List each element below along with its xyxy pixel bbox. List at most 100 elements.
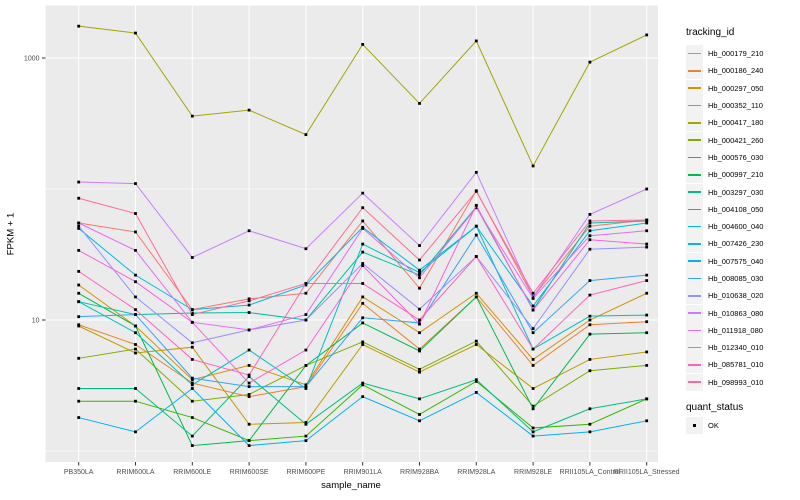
legend-item-label: Hb_003297_030 <box>708 187 764 197</box>
data-point <box>247 439 251 443</box>
data-point <box>531 297 535 300</box>
data-point <box>190 416 194 419</box>
legend-key-line <box>688 87 701 90</box>
data-point <box>77 224 81 228</box>
legend-key-line <box>688 295 701 297</box>
data-point <box>247 395 251 399</box>
data-point <box>588 358 592 361</box>
data-point <box>190 313 194 316</box>
data-point <box>531 331 535 335</box>
data-point <box>418 419 421 423</box>
data-point <box>190 358 194 361</box>
data-point <box>588 407 592 411</box>
x-tick-label: RRIM600SE <box>230 469 269 476</box>
ok-point-icon <box>692 423 697 428</box>
data-point <box>361 191 365 195</box>
series-Hb_007575_040 <box>77 387 649 447</box>
data-point <box>418 347 421 351</box>
data-point <box>247 364 251 367</box>
legend-item: Hb_000417_180 <box>686 114 799 132</box>
data-point <box>361 262 365 265</box>
data-point <box>77 196 81 200</box>
legend-key <box>686 79 703 97</box>
data-point <box>304 282 308 285</box>
data-point <box>418 271 421 275</box>
legend-item-label: Hb_007426_230 <box>708 239 764 249</box>
data-point <box>361 381 365 385</box>
x-tick-label: RRIM600LA <box>116 469 154 476</box>
data-point <box>190 345 194 349</box>
x-tick-label: RRIM928LE <box>514 469 552 476</box>
data-point <box>531 364 535 367</box>
data-point <box>77 324 81 328</box>
data-point <box>304 318 308 322</box>
data-point <box>645 33 649 37</box>
data-point <box>588 229 592 233</box>
data-point <box>304 364 308 367</box>
data-point <box>190 434 194 438</box>
x-tick-label: RRIM928BA <box>400 469 439 476</box>
data-point <box>190 399 194 403</box>
legend-item-label: Hb_010863_080 <box>708 308 764 318</box>
legend-item: Hb_004600_040 <box>686 218 799 236</box>
data-point <box>588 318 592 322</box>
legend-key-line <box>688 346 701 349</box>
data-point <box>304 283 308 287</box>
legend-key <box>686 304 703 322</box>
data-point <box>134 324 137 328</box>
data-point <box>304 421 308 424</box>
data-point <box>474 233 478 237</box>
data-point <box>588 323 592 327</box>
data-point <box>304 291 308 295</box>
data-point <box>361 343 365 346</box>
legend-item-label: Hb_000352_110 <box>708 101 763 111</box>
data-point <box>361 340 365 344</box>
legend-item-label: Hb_000186_240 <box>708 66 764 76</box>
legend-key <box>686 131 703 149</box>
legend-key <box>686 218 703 236</box>
data-point <box>77 221 81 225</box>
data-point <box>531 407 535 411</box>
data-point <box>588 60 592 64</box>
legend-key <box>686 200 703 218</box>
data-point <box>645 350 649 354</box>
legend-key <box>686 270 703 287</box>
data-point <box>190 383 194 387</box>
data-point <box>247 385 251 389</box>
data-point <box>474 39 478 43</box>
legend-key-line <box>688 156 701 159</box>
legend-item-label: Hb_000576_030 <box>708 152 764 162</box>
data-point <box>77 283 81 287</box>
data-point <box>247 311 251 314</box>
legend-key-line <box>688 277 701 280</box>
legend-item-label: Hb_000997_210 <box>708 170 764 180</box>
data-point <box>531 304 535 308</box>
series-Hb_000997_210 <box>77 291 649 447</box>
legend-item: Hb_007575_040 <box>686 252 799 270</box>
legend-key-line <box>688 225 701 228</box>
data-point <box>645 273 649 277</box>
data-point <box>247 328 251 332</box>
data-point <box>474 170 478 174</box>
data-point <box>588 314 592 318</box>
data-point <box>418 367 421 371</box>
data-point <box>134 182 137 185</box>
plot-panel <box>45 5 658 462</box>
legend-item: Hb_085781_010 <box>686 356 799 374</box>
data-point <box>588 430 592 434</box>
legend-item-label: Hb_098993_010 <box>708 377 764 387</box>
data-point <box>361 219 365 223</box>
data-point <box>247 108 251 112</box>
data-point <box>588 293 592 297</box>
data-point <box>190 341 194 345</box>
legend-key-line <box>688 70 701 72</box>
data-point <box>190 376 194 380</box>
data-point <box>304 387 308 390</box>
legend-item: Hb_012340_010 <box>686 339 799 357</box>
data-point <box>190 378 194 382</box>
legend-key <box>686 148 703 166</box>
data-point <box>247 299 251 303</box>
data-point <box>77 356 81 360</box>
legend-title-tracking-id: tracking_id <box>686 27 735 38</box>
data-point <box>134 273 137 277</box>
